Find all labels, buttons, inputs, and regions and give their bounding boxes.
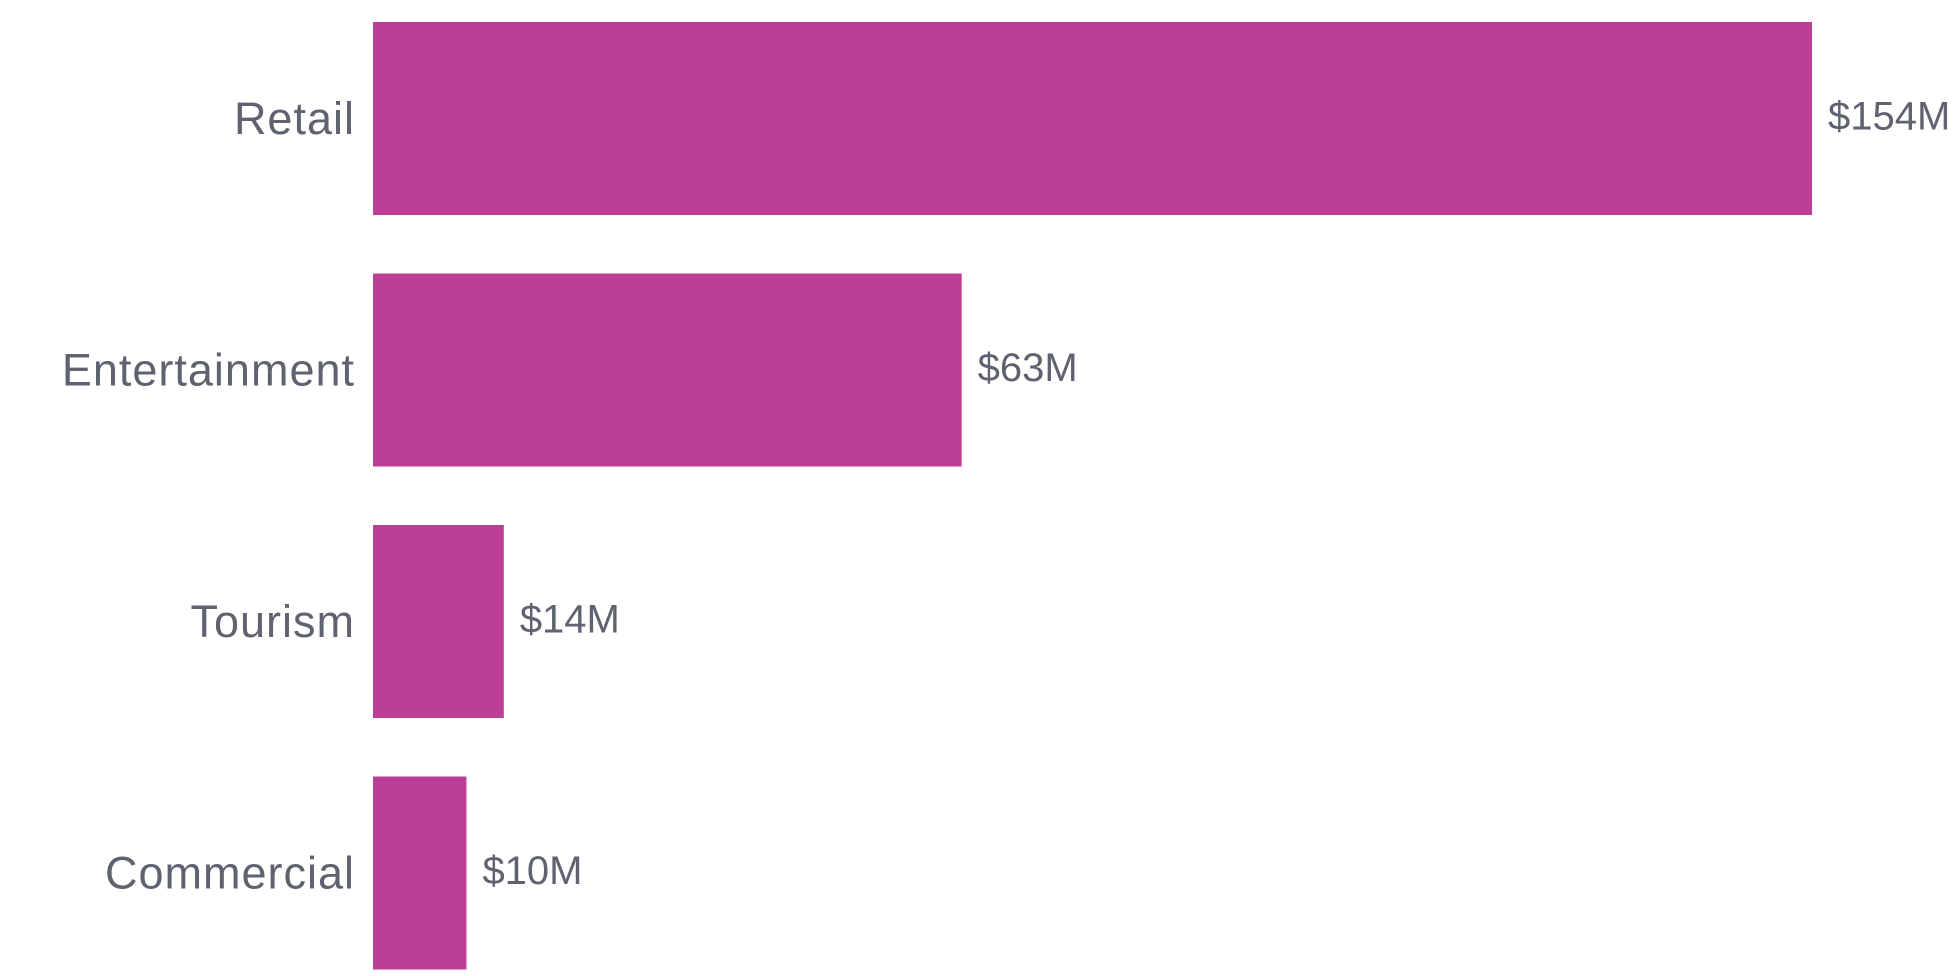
bar-entertainment [373,273,962,467]
value-label: $10M [482,849,582,893]
bar-retail [373,22,1812,215]
category-label: Retail [234,93,355,144]
value-label: $14M [520,598,620,642]
value-label: $154M [1828,95,1950,139]
bar-commercial [373,776,467,970]
value-label: $63M [978,346,1078,390]
bar-tourism [373,525,504,718]
category-label: Tourism [190,596,355,647]
category-label: Commercial [105,848,355,899]
category-label: Entertainment [62,345,355,396]
